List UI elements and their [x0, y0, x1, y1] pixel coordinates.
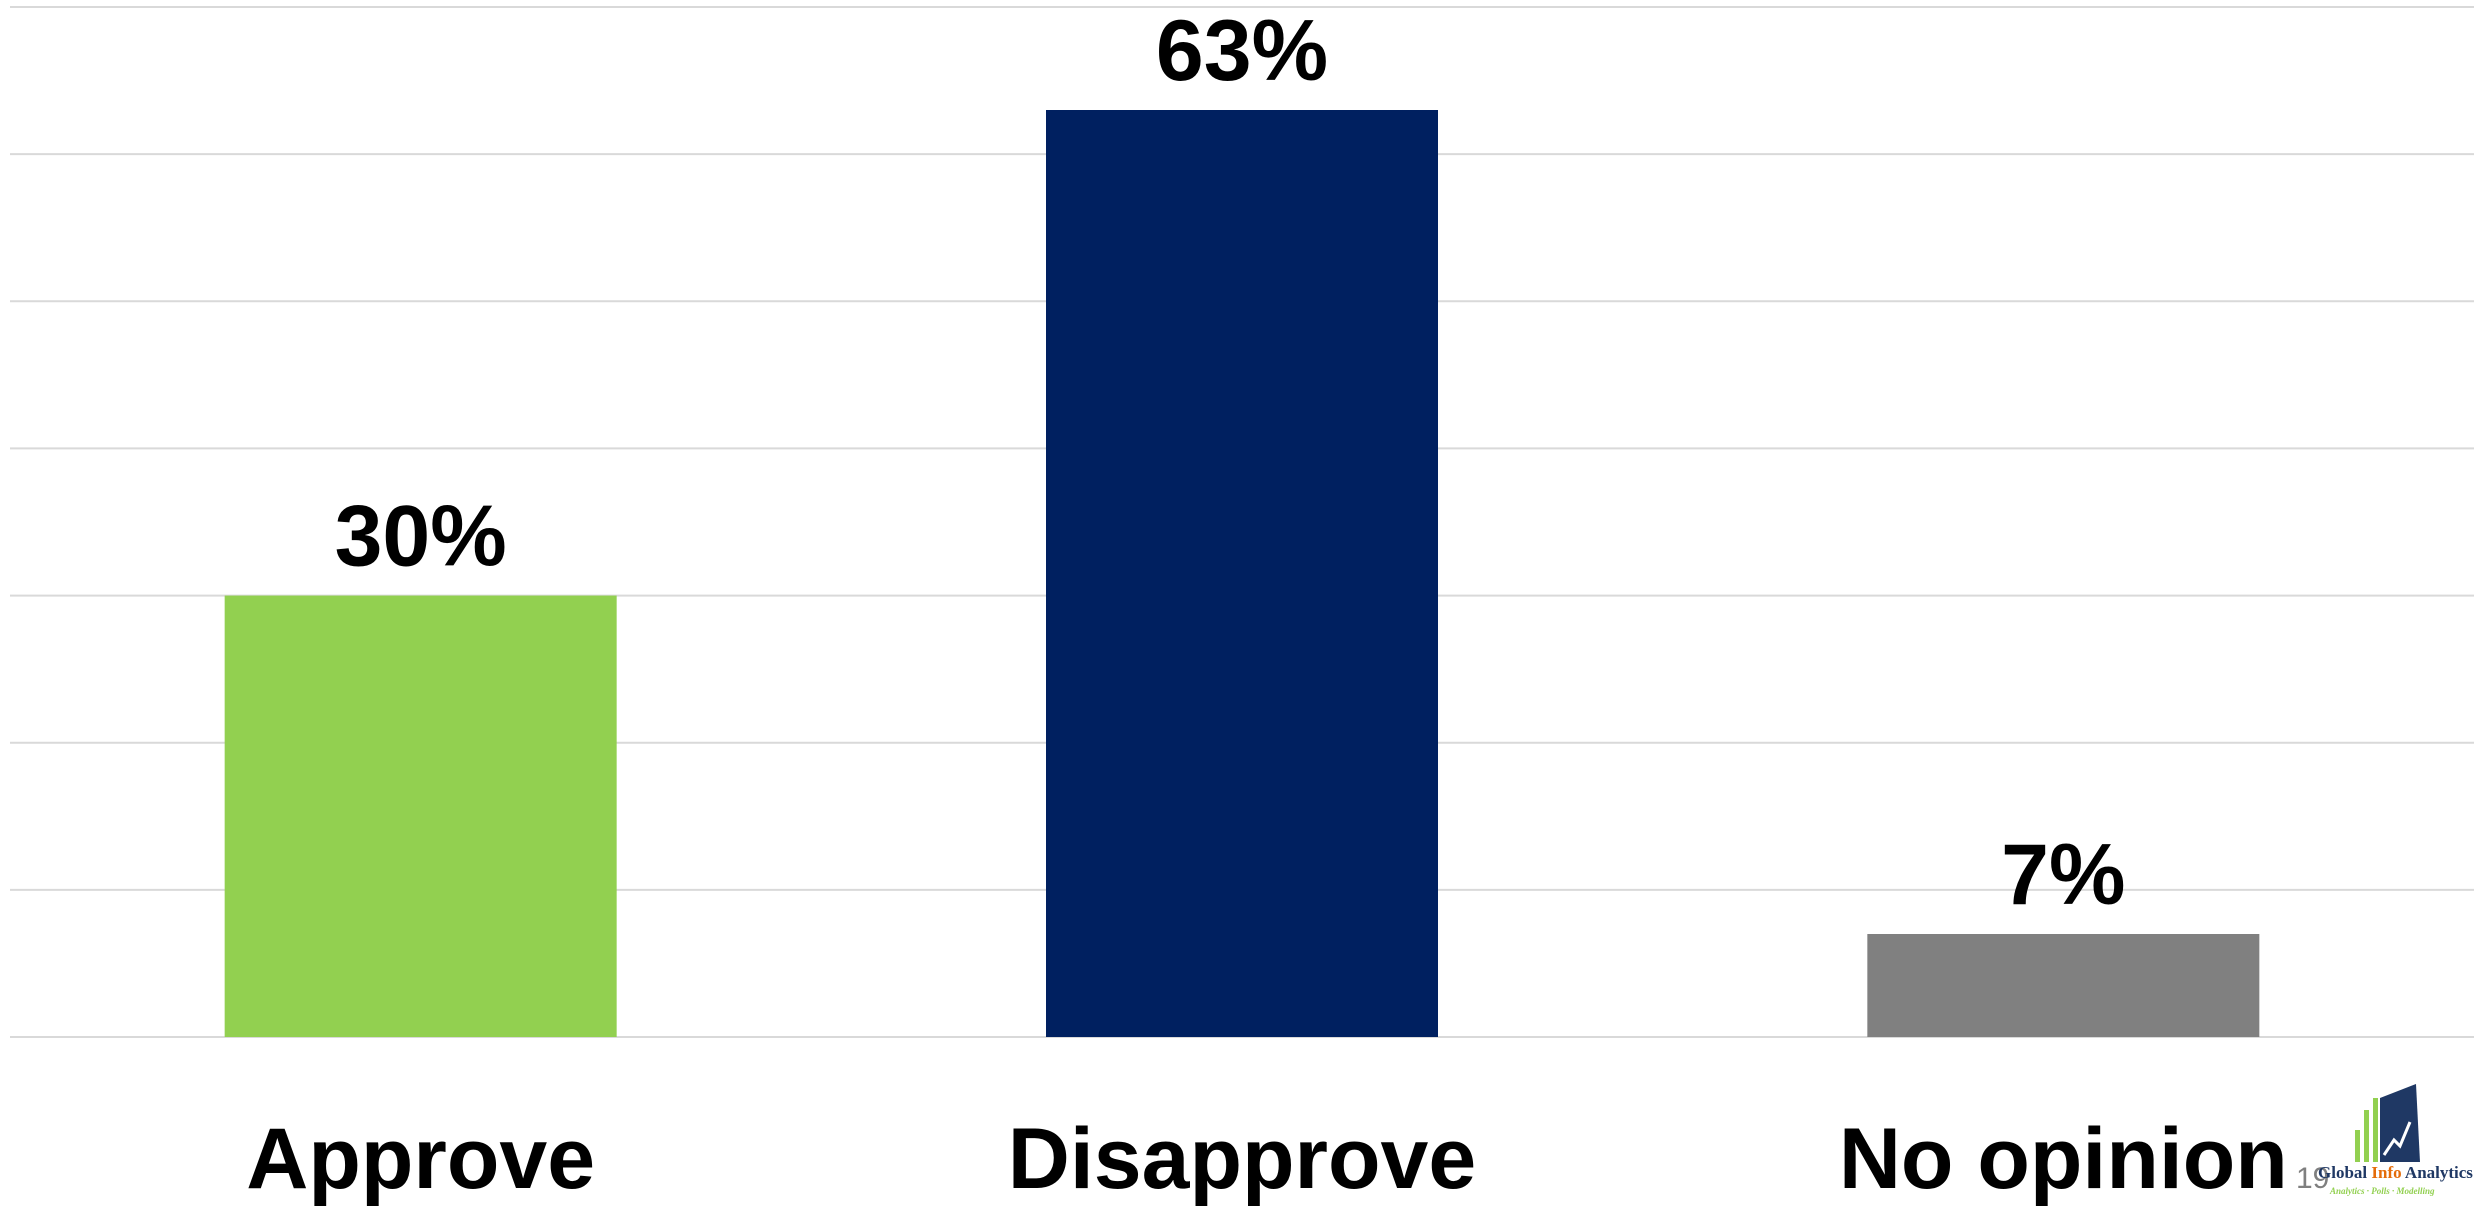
- value-labels: 30% 63% 7%: [335, 3, 2126, 923]
- logo-mark-icon: [2355, 1084, 2420, 1162]
- category-labels: Approve Disapprove No opinion: [246, 1111, 2288, 1206]
- data-label: 30%: [335, 489, 507, 585]
- data-label: 7%: [2001, 827, 2125, 923]
- category-label: Approve: [246, 1111, 595, 1206]
- logo-name: Global Info Analytics: [2318, 1163, 2473, 1182]
- bars: [224, 110, 2260, 1037]
- bar-approve: [224, 595, 617, 1037]
- logo-tagline: Analytics · Polls · Modelling: [2329, 1186, 2435, 1196]
- category-label: No opinion: [1839, 1111, 2288, 1206]
- bar-disapprove: [1046, 110, 1438, 1037]
- data-label: 63%: [1156, 3, 1328, 99]
- page-number: 19: [2296, 1162, 2329, 1195]
- company-logo: Global Info Analytics Analytics · Polls …: [2318, 1084, 2473, 1196]
- category-label: Disapprove: [1008, 1111, 1476, 1206]
- bar-no-opinion: [1867, 934, 2260, 1037]
